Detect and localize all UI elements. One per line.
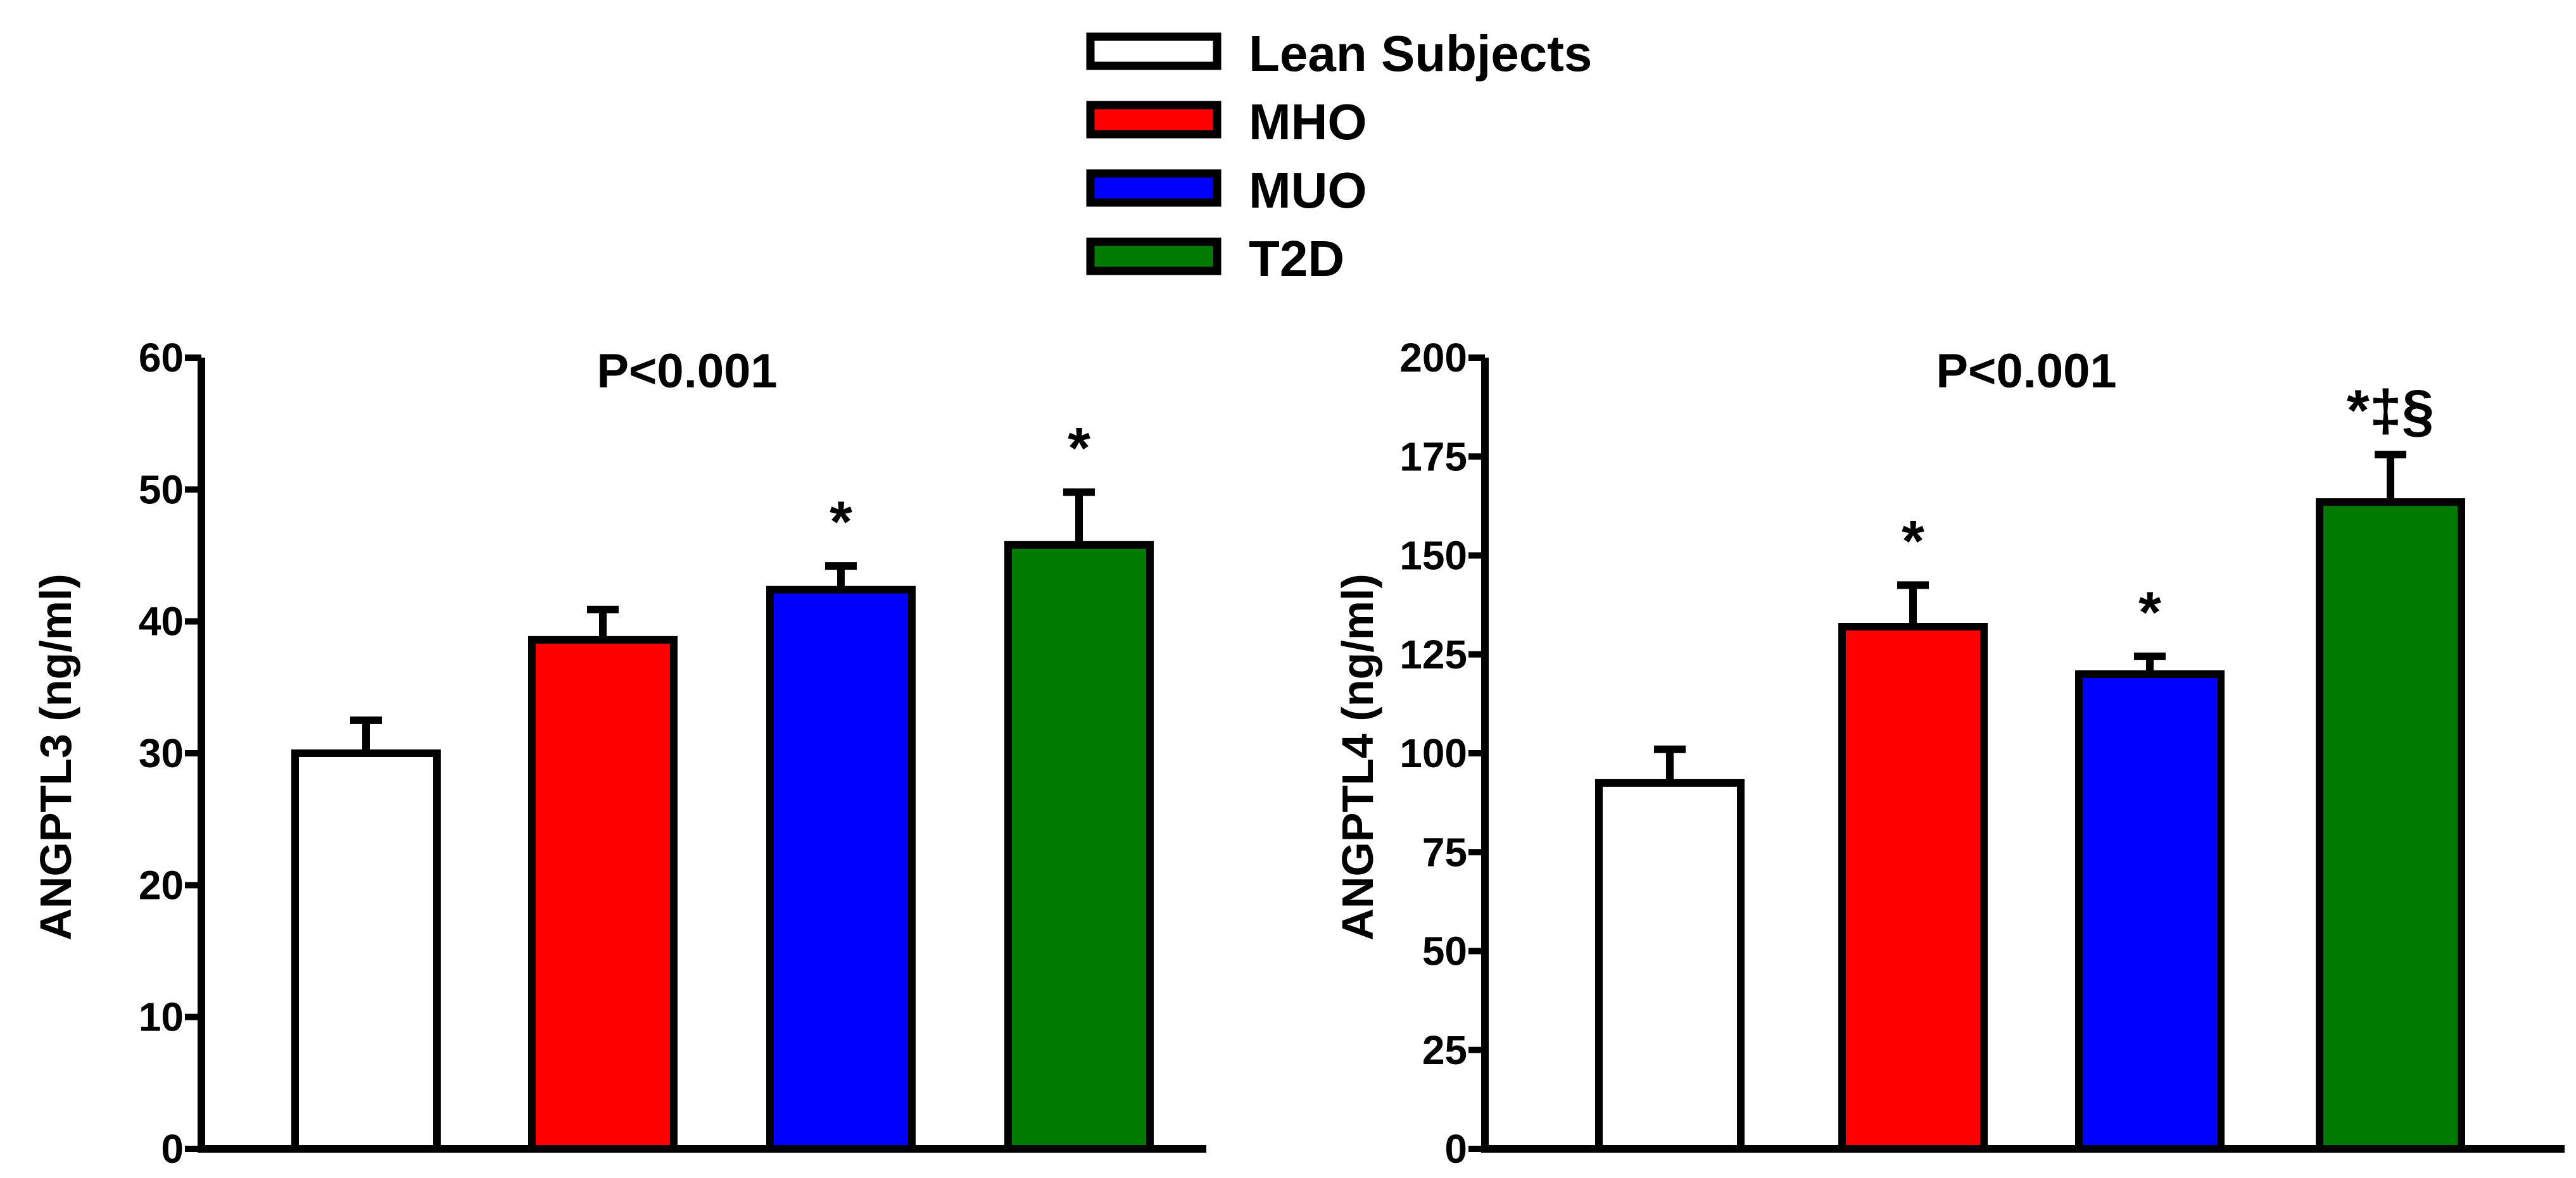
angptl4-bar-t2d xyxy=(2316,498,2465,1153)
angptl4-y-tick-label: 125 xyxy=(1399,632,1467,677)
angptl4-significance-muo: * xyxy=(2138,580,2161,645)
angptl3-y-tick-label: 20 xyxy=(139,862,184,908)
legend-label-lean: Lean Subjects xyxy=(1249,25,1592,82)
angptl4-y-tick-label: 150 xyxy=(1399,533,1467,579)
angptl4-y-tick-label: 0 xyxy=(1444,1126,1467,1172)
angptl3-y-tick-label: 40 xyxy=(139,599,184,644)
angptl3-p-value: P<0.001 xyxy=(597,344,777,398)
angptl4-significance-t2d: *‡§ xyxy=(2347,379,2434,443)
angptl3-y-axis-label: ANGPTL3 (ng/ml) xyxy=(31,573,80,940)
angptl4-y-tick-label: 75 xyxy=(1422,829,1467,875)
angptl4-y-tick-label: 100 xyxy=(1399,730,1467,776)
angptl3-significance-t2d: * xyxy=(1068,417,1090,481)
legend-item-t2d: T2D xyxy=(1086,230,1344,287)
angptl4-bar-lean xyxy=(1595,779,1745,1153)
angptl4-bar-muo xyxy=(2075,670,2225,1153)
angptl3-significance-muo: * xyxy=(830,490,852,555)
angptl3-y-ticks: 0 10 20 30 40 50 60 xyxy=(139,335,201,1172)
angptl3-bar-mho xyxy=(528,636,678,1153)
angptl3-y-tick-label: 30 xyxy=(139,730,184,776)
legend-swatch-lean xyxy=(1086,32,1222,70)
legend-item-mho: MHO xyxy=(1086,94,1367,150)
angptl4-p-value: P<0.001 xyxy=(1936,344,2116,398)
angptl3-bar-muo xyxy=(766,586,916,1153)
legend-item-muo: MUO xyxy=(1086,162,1367,218)
legend-swatch-mho xyxy=(1086,101,1222,139)
legend-swatch-muo xyxy=(1086,169,1222,207)
angptl3-y-tick-label: 0 xyxy=(161,1126,184,1172)
angptl4-bar-mho xyxy=(1838,623,1988,1153)
angptl4-chart: P<0.001 ANGPTL4 (ng/ml) 0 25 50 75 100 125 150… xyxy=(1333,335,2565,1172)
angptl4-y-tick-label: 50 xyxy=(1422,929,1467,974)
angptl4-y-tick-label: 25 xyxy=(1422,1027,1467,1073)
angptl3-bars xyxy=(291,488,1154,1153)
angptl3-bar-lean xyxy=(291,749,441,1153)
angptl3-significance-marks: ** xyxy=(830,417,1090,555)
angptl4-y-tick-label: 175 xyxy=(1399,434,1467,479)
angptl4-significance-marks: * * *‡§ xyxy=(1902,379,2434,645)
legend-label-muo: MUO xyxy=(1249,162,1367,218)
legend-item-lean: Lean Subjects xyxy=(1086,25,1592,82)
angptl3-y-tick-label: 60 xyxy=(139,335,184,380)
angptl3-bar-t2d xyxy=(1004,541,1154,1153)
legend-swatch-t2d xyxy=(1086,237,1222,275)
angptl4-y-ticks: 0 25 50 75 100 125 150 175 200 xyxy=(1399,335,1485,1172)
legend-label-t2d: T2D xyxy=(1249,230,1344,287)
angptl3-y-tick-label: 50 xyxy=(139,467,184,512)
angptl4-significance-mho: * xyxy=(1902,509,1924,573)
angptl4-bars xyxy=(1595,451,2465,1153)
legend: Lean Subjects MHO MUO T2D xyxy=(1086,25,1592,287)
angptl4-y-axis-label: ANGPTL4 (ng/ml) xyxy=(1333,573,1382,940)
angptl4-y-tick-label: 200 xyxy=(1399,335,1467,380)
legend-label-mho: MHO xyxy=(1249,94,1367,150)
angptl3-y-tick-label: 10 xyxy=(139,994,184,1040)
